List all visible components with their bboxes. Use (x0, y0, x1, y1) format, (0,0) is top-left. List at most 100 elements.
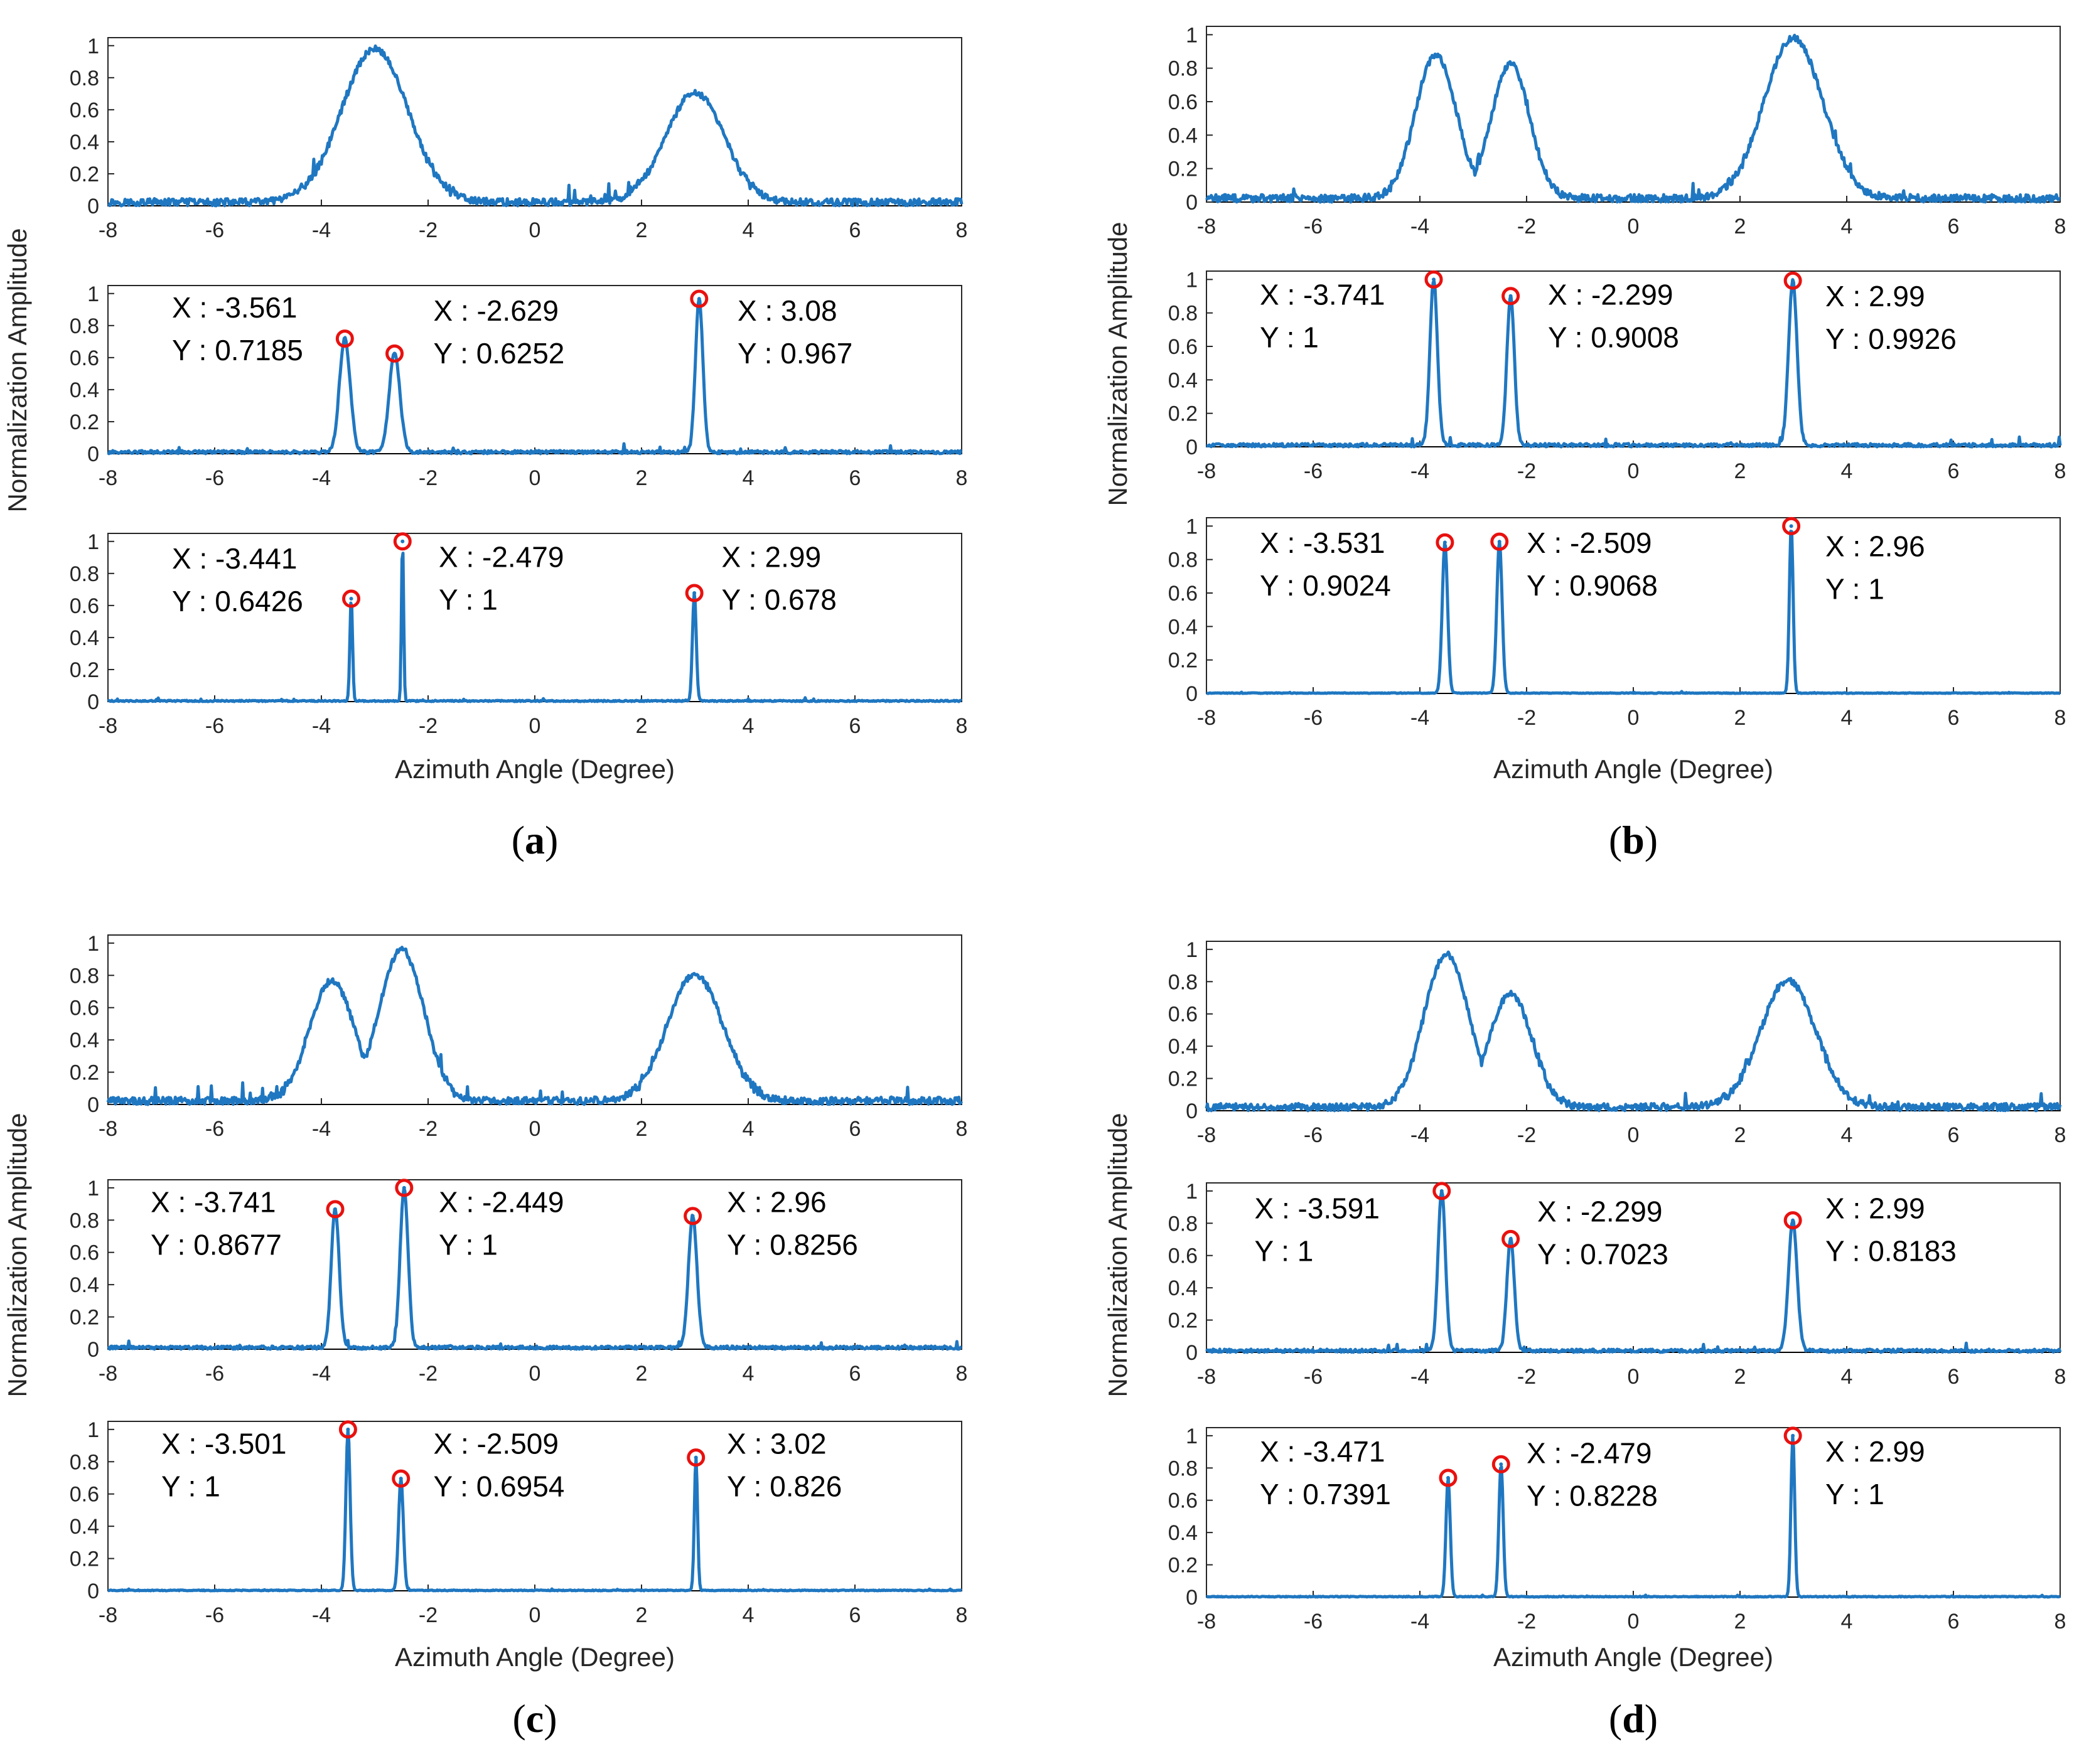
x-tick-label: 8 (956, 1362, 968, 1386)
x-tick-label: 4 (743, 218, 755, 242)
peak-marker (338, 1420, 357, 1439)
y-tick-label: 0.6 (1168, 90, 1198, 114)
y-tick-label: 0.6 (70, 594, 99, 618)
datatip-x: X : 2.99 (722, 541, 822, 574)
y-tick-label: 0 (87, 442, 99, 466)
peak-marker (684, 1207, 702, 1226)
series-line (107, 44, 964, 208)
y-tick-label: 1 (87, 1177, 99, 1200)
x-tick-label: 2 (636, 714, 648, 738)
x-tick-label: 6 (1948, 215, 1960, 238)
panel-d: -8 -6 -4 -2 0 2 4 6 8 0 0.2 0.4 0.6 0.8 1 -8 -6 -4 -2 0 2 4 6 8… (1103, 938, 2066, 1741)
x-tick-label: 0 (529, 1117, 541, 1141)
panel-caption: (c) (512, 1696, 557, 1741)
x-tick-label: -8 (99, 714, 117, 738)
axes-box (1206, 26, 2061, 203)
subplot-c-1: -8 -6 -4 -2 0 2 4 6 8 0 0.2 0.4 0.6 0.8 1 (70, 932, 968, 1141)
y-tick-label: 0.8 (70, 1209, 99, 1232)
caption-open: ( (1609, 818, 1622, 862)
peak-datatip-dot (392, 351, 397, 356)
y-axis-label: Normalization Amplitude (1103, 1113, 1132, 1398)
x-tick-label: 0 (529, 218, 541, 242)
datatip-x: X : -3.441 (172, 542, 297, 575)
axes-box (107, 37, 962, 206)
datatip-x: X : -2.479 (1527, 1437, 1652, 1470)
x-tick-label: 0 (1628, 1365, 1640, 1389)
peak-marker (1439, 1468, 1458, 1487)
caption-close: ) (1645, 818, 1658, 862)
y-tick-label: 0.2 (1168, 1067, 1198, 1091)
series-line (107, 298, 962, 456)
x-tick-label: -6 (1304, 1365, 1323, 1389)
x-tick-label: -8 (1197, 459, 1216, 483)
x-tick-label: 4 (743, 1117, 755, 1141)
peak-marker (1501, 1229, 1520, 1248)
datatip-x: X : 3.08 (738, 294, 837, 327)
peak-datatip-dot (399, 1477, 403, 1481)
x-tick-label: -2 (419, 218, 438, 242)
y-tick-label: 0.4 (70, 1273, 99, 1297)
peak-datatip-dot (343, 336, 347, 341)
x-tick-label: -8 (99, 1603, 117, 1627)
x-tick-label: 2 (636, 466, 648, 490)
x-tick-label: -2 (419, 466, 438, 490)
x-tick-label: -6 (205, 1603, 224, 1627)
subplot-a-1: -8 -6 -4 -2 0 2 4 6 8 0 0.2 0.4 0.6 0.8 1 (70, 35, 968, 242)
datatip-y: Y : 0.7023 (1537, 1238, 1668, 1271)
peak-marker (1501, 287, 1520, 306)
datatip-y: Y : 0.7391 (1260, 1478, 1391, 1510)
x-tick-label: 6 (1948, 1123, 1960, 1147)
x-tick-label: 8 (2054, 706, 2066, 730)
peak-datatip-dot (1442, 540, 1447, 545)
y-tick-label: 1 (87, 932, 99, 956)
y-tick-label: 0.8 (70, 562, 99, 586)
y-tick-label: 0.8 (1168, 1457, 1198, 1480)
x-tick-label: 8 (2054, 1365, 2066, 1389)
x-tick-label: -8 (99, 1117, 117, 1141)
y-tick-label: 0 (1186, 1099, 1198, 1123)
peak-marker (1436, 533, 1454, 552)
x-tick-label: -4 (312, 466, 331, 490)
x-tick-label: 0 (1628, 215, 1640, 238)
panel-a: -8 -6 -4 -2 0 2 4 6 8 0 0.2 0.4 0.6 0.8 1 -8 -6 -4 -2 0 2 4 6 8… (3, 35, 967, 862)
peak-marker (685, 584, 704, 602)
x-tick-label: 2 (636, 1603, 648, 1627)
x-tick-label: 0 (1628, 1123, 1640, 1147)
peak-datatip-dot (690, 1214, 695, 1218)
y-tick-label: 0 (87, 195, 99, 218)
x-tick-label: -6 (1304, 1610, 1323, 1633)
y-tick-label: 0.4 (70, 131, 99, 154)
peak-datatip-dot (346, 1427, 350, 1431)
x-axis-label: Azimuth Angle (Degree) (1493, 754, 1773, 784)
datatip-y: Y : 1 (1260, 321, 1319, 353)
y-tick-label: 0.8 (1168, 302, 1198, 326)
x-tick-label: 4 (1841, 1610, 1853, 1633)
x-tick-label: -4 (1410, 1365, 1429, 1389)
peak-datatip-dot (694, 1455, 698, 1460)
caption-letter: d (1622, 1696, 1645, 1741)
peak-marker (1783, 1211, 1802, 1230)
datatip-x: X : 2.99 (1825, 280, 1925, 313)
y-tick-label: 0.2 (70, 1548, 99, 1571)
y-tick-label: 1 (87, 530, 99, 554)
y-tick-label: 0.6 (1168, 335, 1198, 359)
x-tick-label: -8 (99, 218, 117, 242)
y-tick-label: 0 (1186, 191, 1198, 215)
y-tick-label: 0.6 (1168, 582, 1198, 606)
datatip-x: X : -2.629 (434, 294, 559, 327)
axes-box (1206, 941, 2061, 1111)
datatip-y: Y : 1 (1825, 1478, 1884, 1510)
y-tick-label: 0 (1186, 682, 1198, 706)
series-line (107, 552, 962, 703)
peak-datatip-dot (1791, 1218, 1795, 1222)
x-tick-label: 6 (849, 466, 861, 490)
y-tick-label: 1 (1186, 23, 1198, 47)
x-tick-label: 6 (1948, 459, 1960, 483)
datatip-y: Y : 0.8228 (1527, 1480, 1658, 1512)
y-tick-label: 0 (1186, 1341, 1198, 1365)
x-tick-label: -8 (99, 466, 117, 490)
x-tick-label: -6 (1304, 215, 1323, 238)
y-tick-label: 0.6 (1168, 1244, 1198, 1268)
datatip-x: X : -3.501 (161, 1427, 286, 1460)
x-tick-label: 0 (1628, 459, 1640, 483)
